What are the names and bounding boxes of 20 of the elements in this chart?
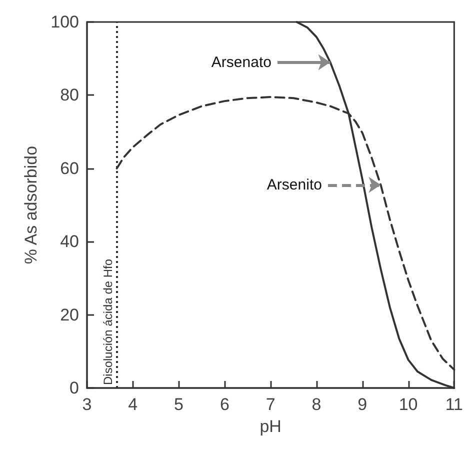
- annotation: Arsenato: [211, 54, 272, 71]
- x-tick-label: 9: [358, 395, 368, 414]
- x-tick-label: 3: [82, 395, 92, 414]
- ref-line-label: Disolución ácida de Hfo: [100, 258, 115, 385]
- x-tick-label: 6: [220, 395, 230, 414]
- x-tick-label: 11: [445, 395, 464, 414]
- y-tick-label: 40: [60, 232, 79, 252]
- x-tick-label: 4: [128, 395, 138, 414]
- y-tick-label: 0: [70, 378, 79, 398]
- y-tick-label: 100: [50, 12, 79, 32]
- y-tick-label: 80: [60, 86, 79, 105]
- x-tick-label: 8: [312, 395, 322, 414]
- y-tick-label: 20: [60, 305, 79, 324]
- x-tick-label: 10: [398, 395, 418, 414]
- y-tick-label: 60: [60, 158, 79, 178]
- annotation: Arsenito: [266, 176, 322, 194]
- x-tick-label: 5: [174, 395, 184, 414]
- x-axis-title: pH: [260, 416, 282, 436]
- x-tick-label: 7: [266, 395, 276, 414]
- y-axis-title: % As adsorbido: [22, 146, 41, 264]
